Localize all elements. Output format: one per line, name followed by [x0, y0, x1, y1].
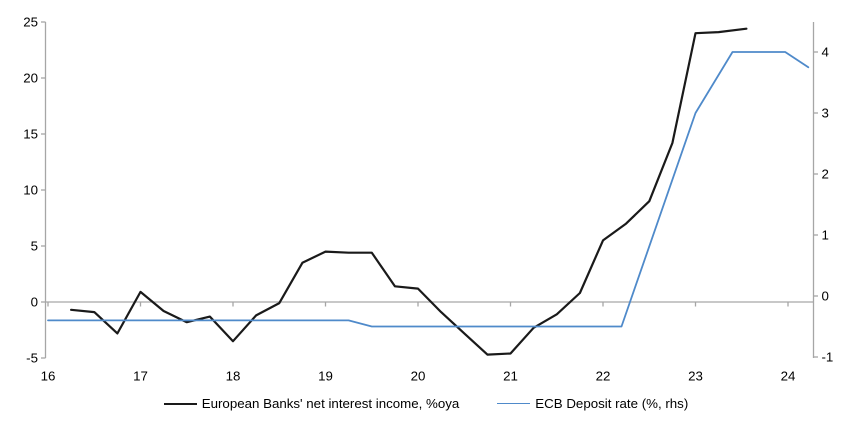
x-axis-tick-label: 19 [318, 369, 333, 384]
chart-legend: European Banks' net interest income, %oy… [0, 396, 852, 411]
series-line-net-interest-income [69, 27, 748, 356]
right-axis-tick-label: 2 [822, 167, 829, 182]
x-axis-tick-label: 16 [41, 369, 56, 384]
right-axis-tick-label: 1 [822, 228, 829, 243]
right-axis-tick-label: 0 [822, 289, 829, 304]
left-axis-tick-label: 15 [23, 127, 38, 142]
right-axis-tick-label: -1 [822, 350, 834, 365]
x-axis-tick-label: 21 [503, 369, 518, 384]
right-axis-tick-label: 3 [822, 106, 829, 121]
legend-item-net-interest-income: European Banks' net interest income, %oy… [163, 396, 460, 411]
left-axis-tick-label: -5 [26, 351, 38, 366]
legend-label-net-interest-income: European Banks' net interest income, %oy… [201, 396, 460, 411]
x-axis-tick-label: 20 [411, 369, 426, 384]
left-axis-tick-label: 25 [23, 15, 38, 30]
black-line-sample-icon [163, 402, 197, 405]
left-axis-tick-label: 10 [23, 183, 38, 198]
x-axis-tick-label: 22 [596, 369, 611, 384]
x-axis-tick-label: 24 [781, 369, 796, 384]
x-axis-tick-label: 23 [688, 369, 703, 384]
right-axis [812, 22, 818, 358]
x-axis-tick-label: 18 [226, 369, 241, 384]
left-axis [41, 21, 47, 359]
left-axis-tick-label: 0 [31, 295, 38, 310]
x-axis-tick-label: 17 [133, 369, 148, 384]
right-axis-tick-label: 4 [822, 45, 829, 60]
series-line-ecb-deposit-rate [47, 51, 810, 328]
legend-label-ecb-deposit-rate: ECB Deposit rate (%, rhs) [535, 396, 689, 411]
blue-line-sample-icon [497, 403, 531, 404]
left-axis-tick-label: 5 [31, 239, 38, 254]
legend-item-ecb-deposit-rate: ECB Deposit rate (%, rhs) [497, 396, 688, 411]
left-axis-tick-label: 20 [23, 71, 38, 86]
zero-gridline [45, 301, 814, 307]
